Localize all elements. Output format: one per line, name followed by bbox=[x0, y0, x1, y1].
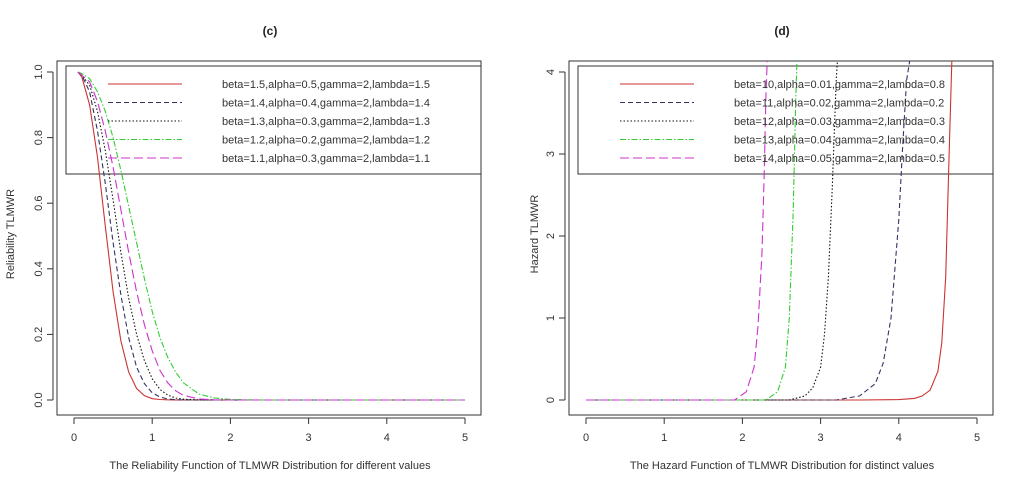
legend-box bbox=[65, 65, 482, 175]
y-axis-title: Hazard TLMWR bbox=[529, 195, 541, 274]
series-line-4 bbox=[586, 61, 798, 401]
legend-label: beta=1.5,alpha=0.5,gamma=2,lambda=1.5 bbox=[222, 79, 430, 91]
legend-label: beta=1.3,alpha=0.3,gamma=2,lambda=1.3 bbox=[222, 116, 430, 128]
x-axis-title: The Hazard Function of TLMWR Distributio… bbox=[630, 460, 935, 472]
chart-panel-c: (c) The Reliability Function of TLMWR Di… bbox=[5, 24, 482, 472]
x-tick-label: 0 bbox=[71, 432, 77, 444]
x-tick-label: 4 bbox=[384, 432, 390, 444]
x-tick-label: 3 bbox=[306, 432, 312, 444]
legend-label: beta=1.1,alpha=0.3,gamma=2,lambda=1.1 bbox=[222, 153, 430, 165]
reliability-chart: (c) The Reliability Function of TLMWR Di… bbox=[5, 24, 482, 472]
y-tick-label: 0.8 bbox=[33, 130, 45, 145]
y-tick-label: 2 bbox=[545, 233, 557, 239]
y-tick-label: 4 bbox=[545, 69, 557, 75]
y-axis-title: Reliability TLMWR bbox=[5, 189, 17, 279]
y-tick-label: 0 bbox=[545, 397, 557, 403]
x-tick-label: 2 bbox=[227, 432, 233, 444]
x-axis-title: The Reliability Function of TLMWR Distri… bbox=[109, 460, 431, 472]
y-tick-label: 0.0 bbox=[33, 392, 45, 407]
hazard-chart: (d) The Hazard Function of TLMWR Distrib… bbox=[529, 24, 994, 472]
legend: beta=10,alpha=0.01,gamma=2,lambda=0.8 bet… bbox=[620, 79, 945, 165]
series-line-4 bbox=[77, 71, 465, 401]
x-tick-label: 0 bbox=[583, 432, 589, 444]
plot-frame bbox=[56, 60, 482, 416]
series-line-1 bbox=[586, 61, 953, 401]
y-tick-label: 1.0 bbox=[33, 64, 45, 79]
legend-label: beta=1.2,alpha=0.2,gamma=2,lambda=1.2 bbox=[222, 135, 430, 147]
axis-ticks: 0 1 2 3 4 5 0.0 0.2 0.4 0.6 0.8 1.0 bbox=[33, 64, 468, 444]
series-layer bbox=[586, 61, 953, 401]
series-line-5 bbox=[586, 61, 768, 401]
legend-box bbox=[577, 65, 994, 175]
series-line-5 bbox=[77, 71, 465, 401]
legend-label: beta=12,alpha=0.03,gamma=2,lambda=0.3 bbox=[734, 116, 945, 128]
y-tick-label: 3 bbox=[545, 151, 557, 157]
y-tick-label: 0.2 bbox=[33, 327, 45, 342]
y-tick-label: 0.4 bbox=[33, 261, 45, 276]
y-tick-label: 1 bbox=[545, 315, 557, 321]
legend-label: beta=1.4,alpha=0.4,gamma=2,lambda=1.4 bbox=[222, 98, 430, 110]
series-line-2 bbox=[586, 61, 911, 401]
series-line-3 bbox=[586, 61, 838, 401]
legend-label: beta=10,alpha=0.01,gamma=2,lambda=0.8 bbox=[734, 79, 945, 91]
chart-panel-d: (d) The Hazard Function of TLMWR Distrib… bbox=[512, 0, 1024, 487]
legend-label: beta=14,alpha=0.05,gamma=2,lambda=0.5 bbox=[734, 153, 945, 165]
x-tick-label: 2 bbox=[739, 432, 745, 444]
x-tick-label: 3 bbox=[818, 432, 824, 444]
axis-ticks: 0 1 2 3 4 5 0 1 2 3 4 bbox=[545, 69, 980, 444]
chart-title: (d) bbox=[774, 24, 789, 38]
plot-frame bbox=[568, 60, 994, 416]
series-layer bbox=[77, 71, 465, 401]
series-line-2 bbox=[77, 71, 465, 401]
x-tick-label: 4 bbox=[896, 432, 902, 444]
x-tick-label: 1 bbox=[661, 432, 667, 444]
y-tick-label: 0.6 bbox=[33, 196, 45, 211]
x-tick-label: 5 bbox=[462, 432, 468, 444]
legend: beta=1.5,alpha=0.5,gamma=2,lambda=1.5 bet… bbox=[108, 79, 430, 165]
legend-label: beta=11,alpha=0.02,gamma=2,lambda=0.2 bbox=[734, 98, 944, 110]
x-tick-label: 5 bbox=[974, 432, 980, 444]
x-tick-label: 1 bbox=[149, 432, 155, 444]
chart-title: (c) bbox=[263, 24, 278, 38]
legend-label: beta=13,alpha=0.04,gamma=2,lambda=0.4 bbox=[734, 135, 945, 147]
